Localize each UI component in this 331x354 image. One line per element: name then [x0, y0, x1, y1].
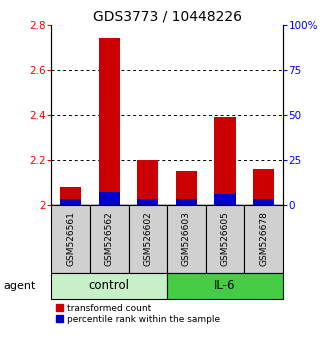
Bar — [167, 273, 283, 299]
Text: GSM526562: GSM526562 — [105, 212, 114, 266]
Bar — [51, 273, 167, 299]
Text: agent: agent — [3, 281, 36, 291]
Text: GSM526603: GSM526603 — [182, 211, 191, 267]
Bar — [167, 205, 206, 273]
Text: control: control — [89, 279, 130, 292]
Text: IL-6: IL-6 — [214, 279, 236, 292]
Bar — [206, 205, 244, 273]
Bar — [60, 187, 81, 205]
Bar — [214, 117, 236, 205]
Bar — [90, 205, 128, 273]
Bar — [137, 199, 159, 205]
Bar — [253, 199, 274, 205]
Bar — [128, 205, 167, 273]
Title: GDS3773 / 10448226: GDS3773 / 10448226 — [93, 10, 242, 24]
Bar — [253, 169, 274, 205]
Legend: transformed count, percentile rank within the sample: transformed count, percentile rank withi… — [56, 304, 220, 324]
Text: GSM526602: GSM526602 — [143, 212, 152, 266]
Bar — [60, 199, 81, 205]
Bar — [51, 205, 90, 273]
Text: GSM526605: GSM526605 — [220, 211, 230, 267]
Bar — [137, 160, 159, 205]
Bar — [214, 194, 236, 205]
Bar — [176, 199, 197, 205]
Bar — [99, 192, 120, 205]
Text: GSM526561: GSM526561 — [66, 211, 75, 267]
Bar — [244, 205, 283, 273]
Text: GSM526678: GSM526678 — [259, 211, 268, 267]
Bar — [176, 171, 197, 205]
Bar — [99, 38, 120, 205]
